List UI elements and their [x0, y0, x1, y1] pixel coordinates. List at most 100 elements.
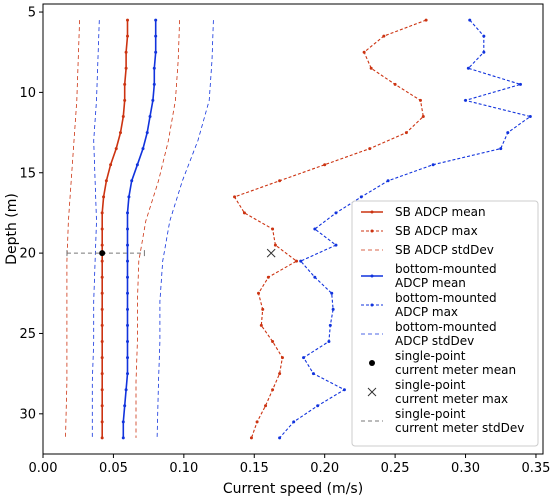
sb-mean-point [118, 131, 122, 135]
y-tick-label: 20 [19, 247, 36, 262]
sb-max-point [249, 436, 253, 440]
legend-label: bottom-mounted [395, 262, 497, 276]
sb-max-point [424, 18, 428, 22]
sb-mean-point [100, 436, 104, 440]
plot-frame [42, 3, 544, 455]
bottom-mean-point [141, 147, 145, 151]
point-mean-marker [99, 250, 106, 257]
legend-symbol [370, 274, 374, 278]
sb-max-point [362, 50, 366, 54]
legend-label: ADCP mean [395, 276, 466, 290]
bottom-max-point [327, 340, 331, 343]
legend-label: current meter mean [395, 363, 516, 377]
bottom-max-point [466, 66, 470, 70]
legend-label: current meter max [395, 392, 508, 406]
sb-mean-point [126, 34, 130, 38]
x-tick-label: 0.15 [240, 461, 269, 476]
bottom-mean-point [123, 404, 127, 408]
x-tick-label: 0.20 [310, 461, 339, 476]
legend-symbol [367, 387, 377, 397]
bottom-mean-point [124, 388, 128, 392]
sb-max-point [404, 131, 408, 135]
point-max-marker [266, 248, 276, 258]
x-tick-label: 0.00 [29, 461, 58, 476]
bottom-max-point [431, 163, 435, 167]
bottom-mean-point [121, 420, 125, 424]
y-axis-label: Depth (m) [4, 193, 20, 265]
sb-mean-point [124, 66, 128, 70]
y-tick-label: 25 [19, 327, 36, 342]
sb-mean-point [126, 18, 130, 22]
bottom-mean-point [126, 211, 130, 215]
sb-max-point [421, 115, 425, 118]
bottom-mean-point [126, 323, 130, 327]
sb-mean-point [102, 195, 106, 199]
sb-max-point [256, 291, 260, 295]
sb-mean-point [123, 82, 127, 86]
legend-label: single-point [395, 378, 466, 392]
bottom-mean-point [154, 34, 158, 38]
x-tick-label: 0.30 [451, 461, 480, 476]
bottom-mean-point [154, 18, 158, 22]
bottom-max-point [468, 18, 472, 22]
sb-max-point [323, 163, 327, 167]
bottom-max-point [342, 388, 346, 392]
bottom-max-point [313, 227, 317, 231]
sb-mean-point [123, 98, 127, 102]
series-layer [65, 18, 532, 440]
bottom-max-point [299, 259, 303, 263]
sb-mean-point [104, 179, 108, 183]
bottom-max-point [464, 98, 468, 102]
bottom-max-point [331, 307, 335, 311]
bottom-max-point [278, 436, 282, 440]
y-tick-label: 5 [28, 6, 36, 21]
bottom-mean-point [154, 50, 158, 54]
sb-std-lower-line [65, 20, 80, 438]
legend-symbol [369, 360, 375, 366]
sb-mean-point [100, 243, 104, 247]
bottom-max-point [528, 115, 532, 118]
sb-max-point [261, 307, 265, 311]
bottom-max-point [386, 179, 390, 183]
sb-max-point [259, 323, 263, 327]
bottom-max-point [316, 404, 320, 408]
legend-symbol [370, 229, 374, 233]
sb-mean-point [114, 147, 118, 151]
sb-mean-point [121, 115, 125, 118]
sb-std-upper-line [135, 20, 180, 438]
bottom-mean-point [126, 340, 130, 343]
sb-mean-point [100, 388, 104, 392]
bottom-mean-point [148, 115, 152, 118]
legend-box [351, 200, 539, 447]
legend-label: SB ADCP stdDev [395, 243, 494, 257]
sb-mean-point [124, 50, 128, 54]
sb-max-point [369, 66, 373, 70]
legend-label: single-point [395, 349, 466, 363]
sb-mean-point [100, 275, 104, 279]
bottom-mean-point [126, 243, 130, 247]
sb-mean-point [109, 163, 113, 167]
sb-max-point [273, 243, 277, 247]
sb-max-point [264, 404, 268, 408]
sb-max-point [242, 211, 246, 215]
bottom-mean-point [126, 227, 130, 231]
sb-max-point [368, 147, 372, 151]
x-tick-label: 0.25 [381, 461, 410, 476]
sb-max-point [271, 340, 275, 343]
sb-mean-point [100, 404, 104, 408]
bottom-max-point [334, 211, 338, 215]
bottom-mean-point [126, 372, 130, 376]
bottom-mean-point [127, 195, 131, 199]
x-axis-label: Current speed (m/s) [223, 481, 363, 497]
bottom-mean-point [152, 82, 156, 86]
y-tick-label: 30 [19, 407, 36, 422]
bottom-mean-point [126, 259, 130, 263]
sb-mean-point [100, 356, 104, 360]
sb-mean-point [100, 211, 104, 215]
sb-max-point [295, 259, 299, 263]
x-tick-label: 0.10 [169, 461, 198, 476]
bottom-max-point [328, 323, 332, 327]
legend-label: single-point [395, 407, 466, 421]
x-tick-label: 0.35 [521, 461, 550, 476]
bottom-mean-point [152, 66, 156, 70]
